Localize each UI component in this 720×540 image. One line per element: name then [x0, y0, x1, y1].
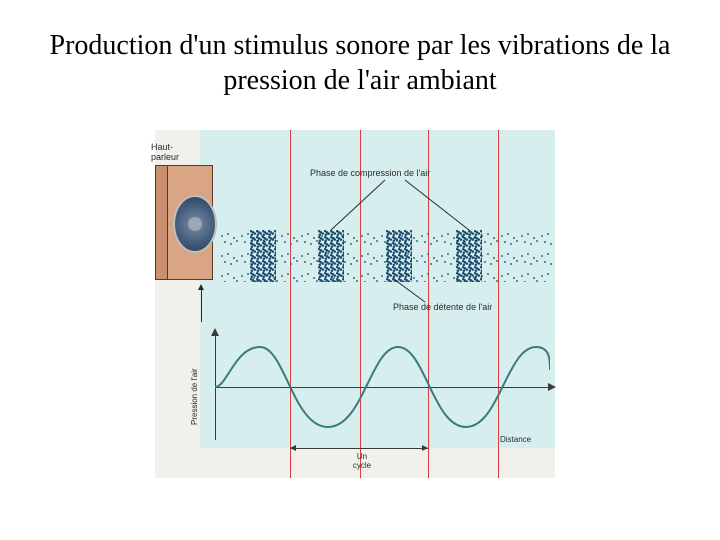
- cycle-arrow-left: [290, 445, 296, 451]
- sound-wave-figure: Haut- parleur Phase de compression de l'…: [155, 130, 555, 478]
- cycle-arrow-right: [422, 445, 428, 451]
- pressure-axis-arrow: [211, 328, 219, 336]
- cycle-extent-line: [290, 448, 428, 449]
- cycle-label: Un cycle: [347, 452, 377, 470]
- rarefaction-callout-line: [155, 130, 555, 330]
- pressure-sine-wave: [215, 340, 550, 435]
- page-title: Production d'un stimulus sonore par les …: [0, 0, 720, 98]
- y-axis-label: Pression de l'air: [190, 368, 199, 425]
- x-axis-label: Distance: [500, 435, 531, 444]
